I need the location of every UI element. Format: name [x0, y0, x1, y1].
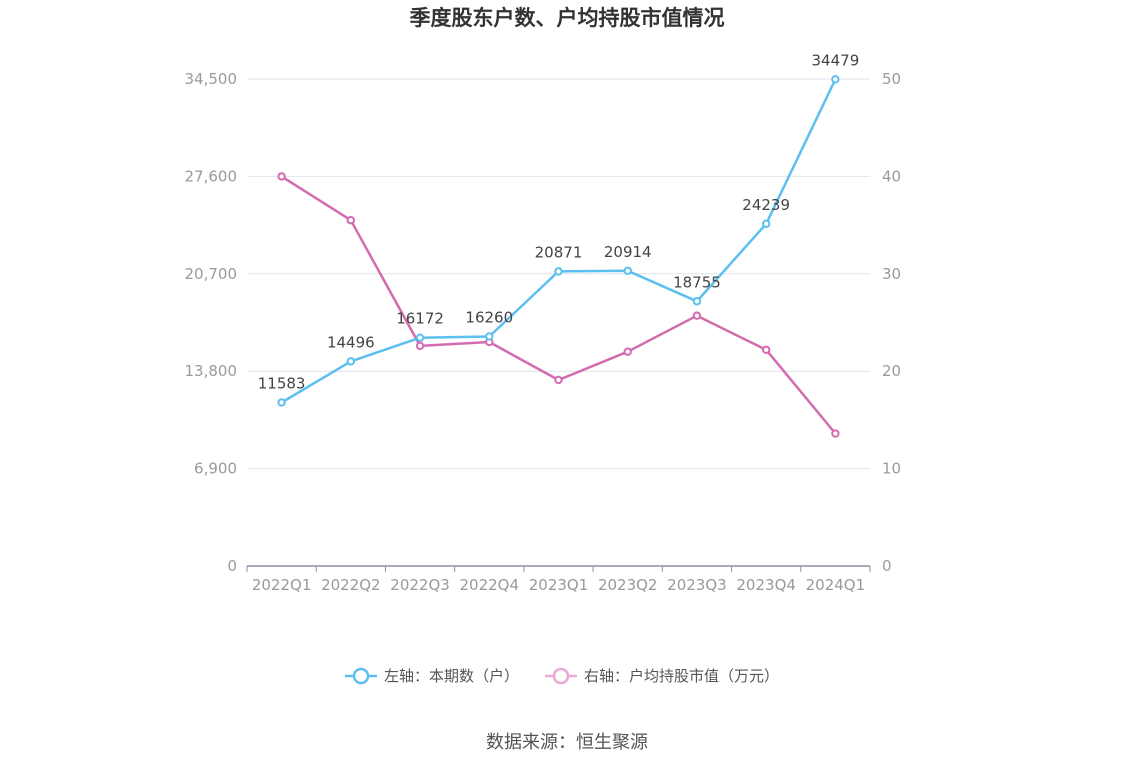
data-label: 16172	[396, 310, 444, 328]
data-label: 20871	[535, 243, 583, 261]
x-tick-label: 2023Q3	[667, 576, 727, 594]
x-tick-label: 2022Q4	[460, 576, 520, 594]
right-tick-label: 0	[882, 557, 892, 575]
left-tick-label: 6,900	[194, 460, 237, 478]
data-label: 34479	[812, 51, 860, 69]
series-line-left	[280, 78, 837, 404]
data-label: 14496	[327, 333, 375, 351]
chart-title: 季度股东户数、户均持股市值情况	[410, 6, 725, 30]
data-point-left	[554, 267, 563, 276]
left-tick-label: 13,800	[185, 362, 238, 380]
data-point-right	[831, 429, 840, 438]
left-tick-label: 20,700	[185, 265, 238, 283]
data-point-left	[831, 75, 840, 84]
data-point-left	[761, 219, 771, 229]
source-note: 数据来源：恒生聚源	[486, 732, 648, 753]
right-tick-label: 20	[882, 362, 901, 380]
left-tick-label: 34,500	[185, 70, 238, 88]
data-point-right	[554, 375, 563, 385]
data-label: 16260	[465, 308, 513, 326]
data-point-right	[761, 345, 771, 354]
right-tick-label: 10	[882, 460, 901, 478]
data-label: 11583	[258, 374, 306, 392]
data-point-right	[415, 341, 425, 351]
left-tick-label: 0	[227, 557, 237, 575]
data-point-left	[277, 398, 286, 407]
right-axis: 0 10 20 30 40 50	[882, 70, 901, 575]
data-point-left	[692, 297, 702, 306]
data-label: 24239	[742, 196, 790, 214]
x-tick-label: 2022Q2	[321, 576, 381, 594]
data-point-left	[415, 333, 425, 342]
left-axis: 0 6,900 13,800 20,700 27,600 34,500	[185, 70, 238, 575]
left-tick-label: 27,600	[185, 167, 238, 185]
legend-label: 右轴：户均持股市值（万元）	[584, 667, 779, 685]
legend-label: 左轴：本期数（户）	[384, 667, 519, 685]
x-tick-label: 2022Q3	[390, 576, 450, 594]
series-layer	[277, 75, 840, 438]
data-label: 18755	[673, 273, 721, 291]
data-label: 20914	[604, 243, 652, 261]
x-tick-label: 2024Q1	[806, 576, 866, 594]
data-point-right	[623, 347, 632, 356]
x-axis: 2022Q1 2022Q2 2022Q3 2022Q4 2023Q1 2023Q2 2023…	[246, 565, 871, 594]
right-tick-label: 30	[882, 265, 901, 283]
data-point-left	[623, 266, 632, 275]
legend[interactable]: 左轴：本期数（户） 右轴：户均持股市值（万元）	[345, 667, 779, 685]
data-point-right	[277, 172, 286, 181]
x-tick-label: 2023Q1	[529, 576, 589, 594]
data-point-left	[485, 332, 494, 341]
x-tick-label: 2023Q2	[598, 576, 658, 594]
right-tick-label: 40	[882, 167, 901, 185]
right-tick-label: 50	[882, 70, 901, 88]
x-tick-label: 2022Q1	[252, 576, 312, 594]
data-labels: 11583 14496 16172 16260 20871 20914 18755 24239…	[258, 51, 859, 392]
data-point-left	[346, 357, 356, 366]
legend-marker	[552, 667, 570, 685]
series-line-right	[280, 175, 837, 435]
data-point-right	[346, 216, 356, 225]
x-tick-label: 2023Q4	[736, 576, 796, 594]
legend-marker	[352, 667, 370, 685]
data-point-right	[692, 311, 702, 320]
